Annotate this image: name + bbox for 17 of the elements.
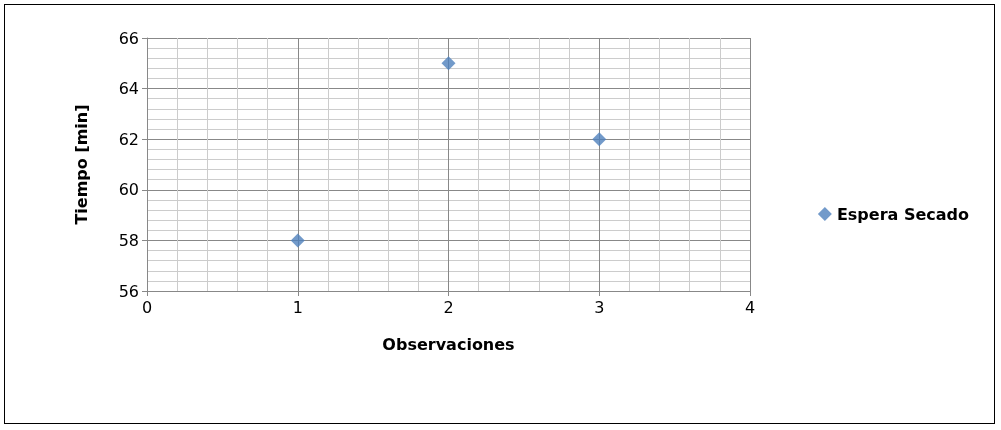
y-tick-label: 58	[118, 230, 139, 250]
x-tick-label: 1	[292, 297, 303, 317]
x-axis-title: Observaciones	[382, 334, 515, 354]
legend-label: Espera Secado	[836, 204, 970, 224]
x-tick-label: 3	[594, 297, 605, 317]
y-axis-title: Tiempo [min]	[71, 104, 91, 225]
y-tick-label: 62	[118, 129, 139, 149]
y-tick-label: 56	[118, 281, 139, 301]
y-tick-label: 60	[118, 180, 139, 200]
point	[592, 132, 607, 147]
point	[290, 233, 305, 248]
y-tick-label: 66	[118, 28, 139, 48]
y-tick-label: 64	[118, 79, 139, 99]
point	[441, 56, 456, 71]
x-tick-label: 0	[141, 297, 153, 317]
x-tick-label: 4	[744, 297, 756, 317]
x-tick-label: 2	[443, 297, 454, 317]
